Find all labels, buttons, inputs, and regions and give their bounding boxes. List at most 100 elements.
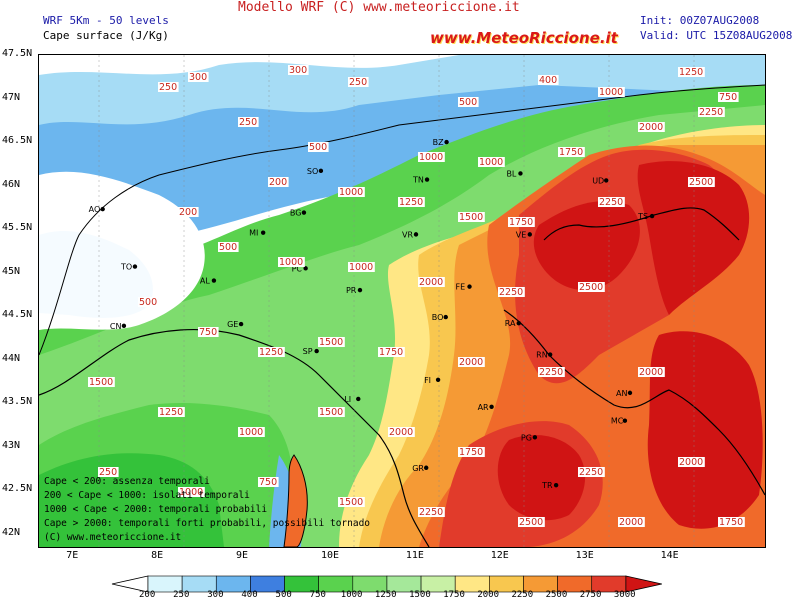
contour-label: 1250	[398, 197, 425, 208]
svg-text:500: 500	[309, 142, 327, 153]
svg-text:250: 250	[349, 77, 367, 88]
map-canvas: AO TO CN AL GE MI BG PC SO BZ TN VR VE BL UD TS FE BO RA RN…	[39, 55, 765, 547]
svg-text:1750: 1750	[719, 517, 743, 528]
svg-text:1500: 1500	[89, 377, 113, 388]
city-label: PG	[521, 433, 532, 442]
contour-label: 2500	[578, 282, 605, 293]
brand-logo[interactable]: www.MeteoRiccione.it	[430, 29, 618, 47]
contour-label: 1000	[598, 87, 625, 98]
lon-label: 8E	[151, 550, 164, 561]
colorbar-tick-label: 2750	[579, 590, 602, 600]
city-label: TS	[637, 212, 648, 221]
svg-text:2000: 2000	[619, 517, 643, 528]
contour-label: 2250	[538, 367, 565, 378]
svg-text:2250: 2250	[539, 367, 563, 378]
svg-text:300: 300	[289, 65, 307, 76]
map-title: Modello WRF (C) www.meteoriccione.it	[238, 0, 520, 15]
lat-label: 44.5N	[2, 309, 33, 321]
svg-text:1250: 1250	[679, 67, 703, 78]
svg-text:1000: 1000	[339, 187, 363, 198]
colorbar-tick-label: 500	[275, 590, 292, 600]
svg-text:500: 500	[459, 97, 477, 108]
svg-text:250: 250	[159, 82, 177, 93]
legend-line: 200 < Cape < 1000: isolati temporali	[44, 490, 250, 501]
colorbar-tick-label: 2000	[477, 590, 500, 600]
contour-label: 1750	[458, 447, 485, 458]
lat-label: 46N	[2, 178, 21, 190]
lon-label: 14E	[660, 550, 679, 561]
svg-text:200: 200	[179, 207, 197, 218]
svg-text:750: 750	[719, 92, 737, 103]
colorbar-tick-label: 750	[309, 590, 326, 600]
lat-label: 45N	[2, 265, 21, 277]
contour-label: 300	[288, 65, 309, 76]
city-label: BG	[290, 209, 302, 218]
svg-text:1750: 1750	[459, 447, 483, 458]
svg-text:250: 250	[239, 117, 257, 128]
city-label: MC	[611, 417, 624, 426]
svg-text:2250: 2250	[599, 197, 623, 208]
city-label: LI	[344, 395, 351, 404]
contour-label: 2500	[688, 177, 715, 188]
svg-text:250: 250	[99, 467, 117, 478]
city-marker	[301, 210, 307, 215]
contour-label: 1000	[238, 427, 265, 438]
city-marker	[467, 284, 472, 289]
city-marker	[356, 396, 361, 402]
colorbar-tick-label: 250	[173, 590, 190, 600]
city-marker	[444, 139, 449, 145]
city-label: UD	[592, 176, 604, 185]
svg-text:2500: 2500	[579, 282, 603, 293]
contour-label: 1000	[278, 257, 305, 268]
city-label: TO	[120, 263, 132, 272]
contour-label: 2250	[598, 197, 625, 208]
contour-label: 200	[178, 207, 199, 218]
contour-label: 1000	[338, 187, 365, 198]
city-label: BL	[506, 169, 516, 178]
contour-label: 1250	[158, 407, 185, 418]
lon-label: 12E	[490, 550, 509, 561]
contour-label: 2000	[458, 357, 485, 368]
contour-label: 1750	[718, 517, 745, 528]
colorbar-tick-label: 2250	[511, 590, 534, 600]
svg-text:300: 300	[189, 72, 207, 83]
contour-label: 1250	[258, 347, 285, 358]
contour-label: 750	[718, 92, 739, 103]
city-marker	[532, 435, 538, 440]
cape-map: AO TO CN AL GE MI BG PC SO BZ TN VR VE BL UD TS FE BO RA RN…	[38, 54, 766, 548]
contour-label: 500	[458, 97, 479, 108]
contour-label: 2000	[638, 122, 665, 133]
lon-label: 11E	[405, 550, 424, 561]
svg-text:750: 750	[199, 327, 217, 338]
init-time: Init: 00Z07AUG2008	[640, 14, 760, 27]
city-label: TN	[412, 176, 424, 185]
svg-text:2000: 2000	[679, 457, 703, 468]
contour-label: 2000	[678, 457, 705, 468]
svg-text:1250: 1250	[159, 407, 183, 418]
svg-text:2000: 2000	[459, 357, 483, 368]
contour-label: 1000	[418, 152, 445, 163]
contour-label: 2000	[418, 277, 445, 288]
field-label: Cape surface (J/Kg)	[43, 29, 169, 42]
lat-label: 43N	[2, 439, 21, 451]
svg-text:1000: 1000	[239, 427, 263, 438]
contour-label: 1000	[478, 157, 505, 168]
city-marker	[627, 390, 633, 396]
city-marker	[314, 348, 319, 354]
contour-label: 1250	[678, 67, 705, 78]
svg-text:1000: 1000	[479, 157, 503, 168]
svg-text:1500: 1500	[339, 497, 363, 508]
city-label: MI	[249, 229, 258, 238]
city-label: BZ	[433, 138, 444, 147]
svg-text:750: 750	[259, 477, 277, 488]
svg-text:1000: 1000	[349, 262, 373, 273]
lon-label: 7E	[66, 550, 79, 561]
contour-label: 1750	[508, 217, 535, 228]
colorbar-tick-label: 1000	[340, 590, 363, 600]
contour-label: 1750	[378, 347, 405, 358]
lon-label: 10E	[320, 550, 339, 561]
svg-text:1500: 1500	[459, 212, 483, 223]
city-label: VE	[516, 230, 527, 239]
city-marker	[260, 230, 266, 235]
svg-text:1000: 1000	[179, 487, 203, 498]
